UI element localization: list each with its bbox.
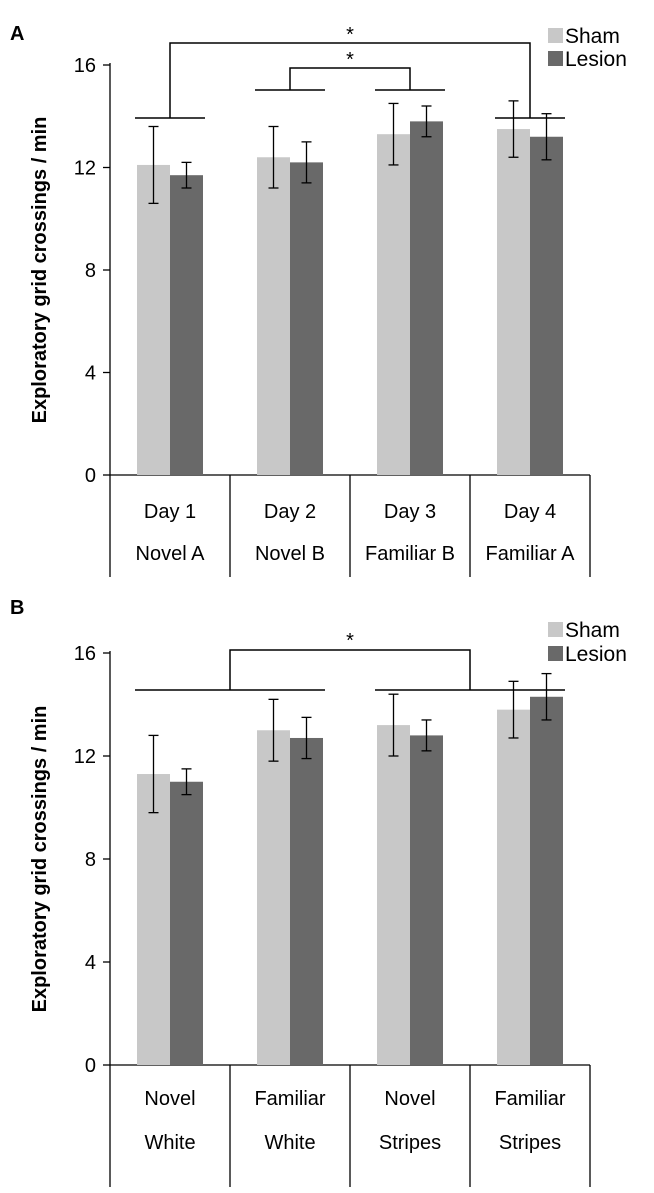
x-category-label: White [264,1132,315,1154]
legend-swatch-sham [548,622,563,637]
x-category-label: Day 2 [264,501,316,523]
bar-sham [137,774,170,1065]
chart-panel-a: A Exploratory grid crossings / min 0 4 8 12 16… [10,23,627,577]
legend-swatch-sham [548,28,563,43]
bar-sham [497,129,530,475]
y-tick-label: 4 [85,363,96,385]
x-category-label: Familiar A [486,543,576,565]
y-tick-label: 16 [74,55,96,77]
bar-sham [497,709,530,1065]
y-tick-label: 16 [74,643,96,665]
x-category-label: Day 1 [144,501,196,523]
y-tick-label: 8 [85,260,96,282]
bar-lesion [170,781,203,1065]
significance-bracket [169,42,531,118]
x-category-label: Familiar B [365,543,455,565]
y-axis-label: Exploratory grid crossings / min [29,706,51,1013]
y-axis-label: Exploratory grid crossings / min [29,117,51,424]
x-category-label: Familiar [254,1088,325,1110]
y-tick-label: 12 [74,746,96,768]
legend-swatch-lesion [548,646,563,661]
x-category-label: Novel A [136,543,206,565]
panel-label: B [10,597,24,619]
bar-sham [377,134,410,475]
bar-lesion [410,121,443,475]
bar-lesion [530,696,563,1065]
x-category-label: Familiar [494,1088,565,1110]
bar-lesion [410,735,443,1065]
bar-sham [377,725,410,1065]
chart-panel-b: B Exploratory grid crossings / min 0 4 8 12 16… [10,597,627,1187]
y-tick-label: 4 [85,952,96,974]
x-category-label: Novel B [255,543,325,565]
x-category-label: Novel [384,1088,435,1110]
x-category-label: Stripes [499,1132,561,1154]
significance-bracket [229,649,471,690]
panel-label: A [10,23,24,45]
significance-bracket [289,67,411,90]
legend-label-lesion: Lesion [565,48,627,71]
x-category-label: Novel [144,1088,195,1110]
legend-swatch-lesion [548,51,563,66]
legend-label-lesion: Lesion [565,643,627,666]
legend-label-sham: Sham [565,619,620,642]
bar-lesion [530,136,563,475]
y-tick-label: 12 [74,158,96,180]
x-category-label: White [144,1132,195,1154]
significance-star: * [346,49,354,71]
bar-sham [257,730,290,1065]
x-category-label: Stripes [379,1132,441,1154]
y-tick-label: 0 [85,1055,96,1077]
bar-lesion [290,737,323,1065]
y-tick-label: 8 [85,849,96,871]
bar-lesion [290,162,323,475]
y-tick-label: 0 [85,465,96,487]
x-category-label: Day 4 [504,501,556,523]
significance-star: * [346,630,354,652]
legend-label-sham: Sham [565,25,620,48]
bar-lesion [170,175,203,475]
x-category-label: Day 3 [384,501,436,523]
significance-star: * [346,24,354,46]
bar-sham [137,164,170,475]
bar-sham [257,157,290,475]
